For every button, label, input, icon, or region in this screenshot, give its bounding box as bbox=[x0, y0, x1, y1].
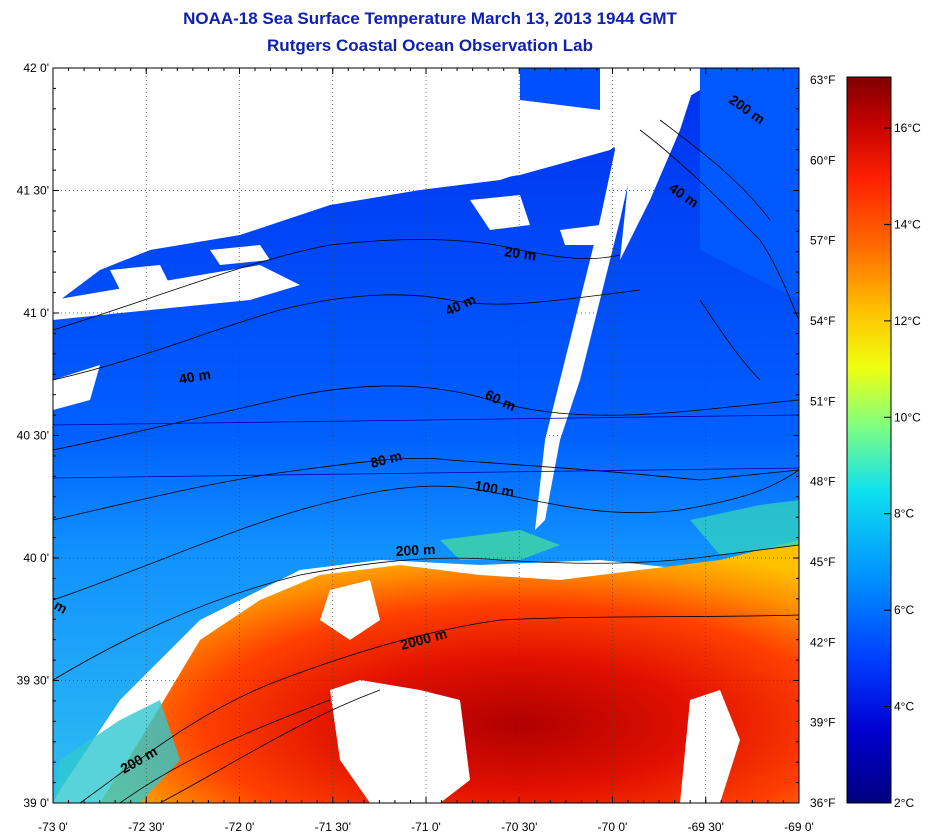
latitude-label: 40 0' bbox=[23, 551, 49, 565]
celsius-label: 16°C bbox=[894, 121, 921, 135]
fahrenheit-label: 60°F bbox=[810, 153, 835, 167]
fahrenheit-label: 39°F bbox=[810, 716, 835, 730]
colorbar bbox=[846, 76, 892, 804]
celsius-label: 8°C bbox=[894, 507, 914, 521]
latitude-labels: 42 0' 41 30' 41 0' 40 30' 40 0' 39 30' 39 0' bbox=[17, 61, 49, 810]
graticule bbox=[53, 68, 799, 803]
longitude-label: -72 0' bbox=[225, 820, 255, 834]
longitude-label: -70 30' bbox=[501, 820, 537, 834]
longitude-label: -73 0' bbox=[38, 820, 68, 834]
celsius-label: 12°C bbox=[894, 314, 921, 328]
fahrenheit-label: 48°F bbox=[810, 475, 835, 489]
frame-ticks bbox=[52, 67, 800, 804]
fahrenheit-label: 45°F bbox=[810, 555, 835, 569]
fahrenheit-label: 42°F bbox=[810, 635, 835, 649]
longitude-labels: -73 0' -72 30' -72 0' -71 30' -71 0' -70 30' -… bbox=[38, 820, 814, 834]
fahrenheit-label: 36°F bbox=[810, 796, 835, 810]
contour-label: 200 m bbox=[395, 541, 435, 559]
latitude-label: 41 30' bbox=[17, 184, 49, 198]
celsius-label: 4°C bbox=[894, 700, 914, 714]
longitude-label: -69 0' bbox=[784, 820, 814, 834]
fahrenheit-label: 63°F bbox=[810, 73, 835, 87]
map-subtitle: Rutgers Coastal Ocean Observation Lab bbox=[267, 36, 593, 55]
latitude-label: 39 0' bbox=[23, 796, 49, 810]
contour-label: 80 m bbox=[369, 447, 404, 471]
fahrenheit-label: 57°F bbox=[810, 234, 835, 248]
longitude-label: -71 30' bbox=[315, 820, 351, 834]
longitude-label: -70 0' bbox=[598, 820, 628, 834]
bathymetry-contours bbox=[53, 119, 799, 803]
map-title: NOAA-18 Sea Surface Temperature March 13… bbox=[183, 9, 677, 28]
latitude-label: 39 30' bbox=[17, 674, 49, 688]
latitude-label: 40 30' bbox=[17, 429, 49, 443]
contour-label: 20 m bbox=[504, 243, 538, 263]
celsius-label: 14°C bbox=[894, 217, 921, 231]
contour-label: 40 m bbox=[178, 366, 212, 387]
fahrenheit-label: 51°F bbox=[810, 394, 835, 408]
latitude-label: 41 0' bbox=[23, 306, 49, 320]
latitude-label: 42 0' bbox=[23, 61, 49, 75]
fahrenheit-labels: 63°F 60°F 57°F 54°F 51°F 48°F 45°F 42°F 39°F 36°F bbox=[810, 73, 835, 810]
celsius-labels: 16°C 14°C 12°C 10°C 8°C 6°C 4°C 2°C bbox=[884, 121, 921, 810]
longitude-label: -71 0' bbox=[411, 820, 441, 834]
longitude-label: -69 30' bbox=[688, 820, 724, 834]
celsius-label: 10°C bbox=[894, 410, 921, 424]
celsius-label: 6°C bbox=[894, 603, 914, 617]
celsius-label: 2°C bbox=[894, 796, 914, 810]
contour-label: 100 m bbox=[473, 477, 515, 500]
fahrenheit-label: 54°F bbox=[810, 314, 835, 328]
longitude-label: -72 30' bbox=[128, 820, 164, 834]
